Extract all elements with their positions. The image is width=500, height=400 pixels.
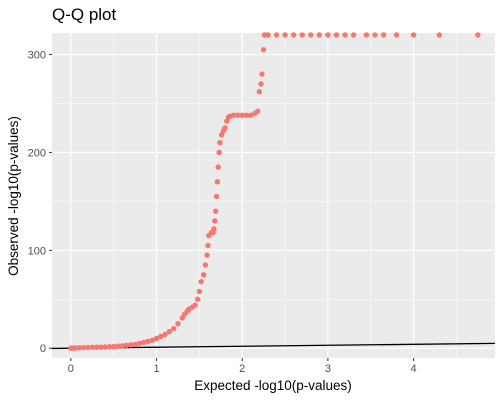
- plot-panel: [52, 33, 495, 358]
- data-point: [475, 32, 481, 38]
- data-point: [230, 112, 237, 118]
- data-point: [76, 345, 83, 351]
- data-point: [222, 125, 228, 131]
- data-point: [196, 288, 203, 295]
- data-point: [204, 252, 210, 258]
- data-point: [89, 344, 95, 350]
- data-point: [128, 342, 134, 348]
- data-point: [308, 32, 314, 38]
- data-point: [239, 112, 245, 118]
- data-point: [217, 139, 223, 146]
- data-point: [93, 344, 100, 350]
- data-point: [258, 81, 264, 87]
- data-point: [273, 32, 280, 38]
- y-tick-label: 0: [40, 343, 46, 355]
- data-point: [212, 218, 218, 224]
- data-points: [68, 32, 481, 351]
- data-point: [102, 344, 108, 350]
- data-point: [145, 338, 151, 345]
- data-point: [158, 333, 164, 340]
- y-axis-title: Observed -log10(p-values): [6, 116, 21, 276]
- data-point: [299, 32, 305, 38]
- data-point: [212, 208, 219, 214]
- x-tick-label: 2: [239, 363, 245, 375]
- data-point: [235, 112, 241, 118]
- data-point: [325, 32, 331, 38]
- x-tick-label: 1: [153, 363, 159, 375]
- data-point: [98, 344, 104, 350]
- y-tick-label: 100: [28, 245, 46, 257]
- data-point: [179, 315, 185, 321]
- data-point: [72, 345, 78, 351]
- axis-ticks: 0 1 2 3 4 0 100 200 300: [28, 50, 417, 375]
- data-point: [363, 32, 370, 38]
- data-point: [211, 226, 217, 232]
- data-point: [216, 149, 222, 156]
- chart-title: Q-Q plot: [52, 5, 117, 24]
- data-point: [175, 321, 181, 327]
- data-point: [265, 32, 271, 38]
- data-point: [149, 337, 155, 344]
- data-point: [410, 32, 417, 38]
- data-point: [380, 32, 387, 38]
- data-point: [153, 335, 160, 342]
- data-point: [248, 112, 254, 118]
- data-point: [192, 302, 198, 308]
- data-point: [282, 32, 288, 38]
- x-tick-label: 4: [411, 363, 417, 375]
- data-point: [162, 331, 168, 338]
- grid-lines: [52, 33, 495, 358]
- data-point: [136, 340, 143, 347]
- data-point: [260, 46, 267, 53]
- data-point: [166, 328, 173, 335]
- data-point: [214, 179, 221, 185]
- data-point: [256, 89, 263, 95]
- data-point: [119, 343, 125, 349]
- data-point: [106, 344, 113, 350]
- y-tick-label: 200: [28, 147, 46, 159]
- data-point: [140, 339, 147, 346]
- data-point: [132, 341, 138, 347]
- data-point: [372, 32, 378, 38]
- data-point: [342, 32, 348, 38]
- x-axis-title: Expected -log10(p-values): [194, 378, 352, 393]
- data-point: [123, 342, 130, 348]
- data-point: [436, 32, 443, 38]
- data-point: [333, 32, 340, 38]
- data-point: [316, 32, 323, 38]
- data-point: [254, 108, 261, 115]
- data-point: [243, 112, 250, 118]
- data-point: [290, 32, 297, 38]
- x-tick-label: 3: [325, 363, 331, 375]
- y-tick-label: 300: [28, 50, 46, 62]
- data-point: [115, 343, 121, 349]
- data-point: [202, 262, 209, 268]
- data-point: [259, 71, 265, 77]
- data-point: [205, 242, 211, 249]
- data-point: [213, 193, 220, 200]
- data-point: [170, 325, 177, 332]
- data-point: [81, 344, 87, 351]
- data-point: [215, 164, 221, 170]
- data-point: [198, 278, 204, 285]
- data-point: [194, 296, 201, 302]
- x-tick-label: 0: [68, 363, 74, 375]
- data-point: [200, 272, 207, 278]
- data-point: [350, 32, 357, 38]
- data-point: [393, 32, 400, 38]
- data-point: [110, 343, 117, 350]
- data-point: [85, 344, 91, 351]
